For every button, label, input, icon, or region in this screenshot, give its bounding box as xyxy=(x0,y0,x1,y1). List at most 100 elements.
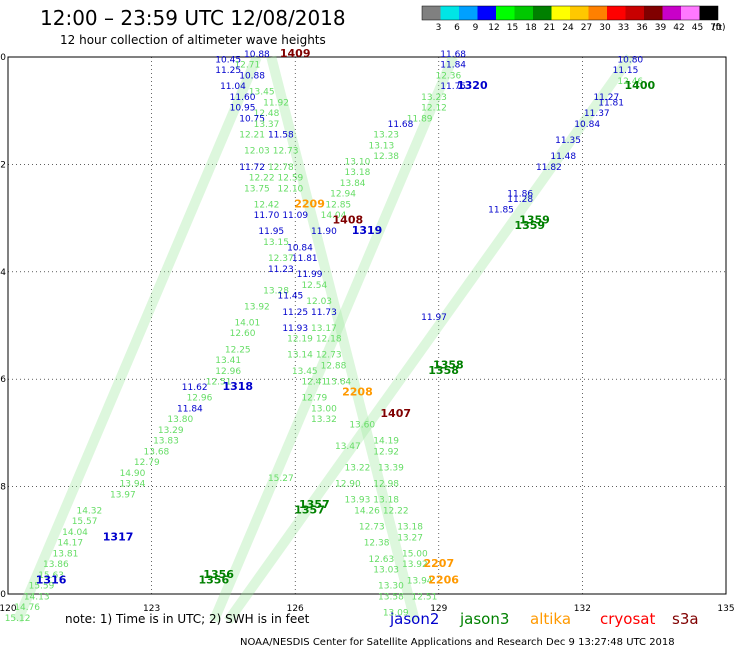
color-scale-label: 9 xyxy=(473,23,479,33)
swh-value: 15.63 xyxy=(38,571,64,581)
swh-value: 10.84 xyxy=(287,243,313,253)
time-label: 1319 xyxy=(352,224,383,237)
swh-value: 11.81 xyxy=(292,254,318,264)
swh-value: 11.81 xyxy=(598,98,624,108)
swh-value: 10.80 xyxy=(617,55,643,65)
swh-value: 13.39 xyxy=(378,463,404,473)
swh-value: 11.95 xyxy=(258,227,284,237)
y-tick-label: -42 xyxy=(0,160,6,170)
swh-value: 11.58 xyxy=(268,131,294,141)
swh-value: 11.60 xyxy=(230,93,256,103)
plot-frame xyxy=(7,56,727,595)
swh-value: 11.75 xyxy=(440,82,466,92)
credit-text: NOAA/NESDIS Center for Satellite Applica… xyxy=(240,637,675,648)
swh-value: 11.25 xyxy=(282,308,308,318)
color-swatch xyxy=(422,6,441,20)
legend-cryosat: cryosat xyxy=(600,610,655,628)
swh-value: 12.10 xyxy=(278,184,304,194)
swh-value: 13.92 xyxy=(402,560,428,570)
color-scale-label: 15 xyxy=(507,23,518,33)
swh-value: 11.25 xyxy=(215,66,241,76)
x-tick-labels: 120 123 126 129 132 135 xyxy=(0,604,735,614)
y-tick-label: -46 xyxy=(0,375,6,385)
swh-value: 13.03 xyxy=(373,566,399,576)
swh-value: 12.12 xyxy=(421,104,447,114)
swh-value: 12.63 xyxy=(368,555,394,565)
swh-value: 13.68 xyxy=(144,447,170,457)
x-tick-label: 135 xyxy=(717,604,734,614)
swh-value: 15.27 xyxy=(268,474,294,484)
swh-value: 13.94 xyxy=(407,576,433,586)
swh-value: 12.94 xyxy=(330,190,356,200)
color-swatch xyxy=(588,6,607,20)
y-tick-label: -40 xyxy=(0,53,6,63)
swh-value: 12.88 xyxy=(321,361,347,371)
swh-value: 15.00 xyxy=(402,549,428,559)
ground-track xyxy=(224,54,635,624)
color-swatch xyxy=(477,6,496,20)
swh-value: 12.73 xyxy=(273,147,299,157)
swh-value: 13.30 xyxy=(378,582,404,592)
swh-value: 14.90 xyxy=(120,469,146,479)
legend-altika: altika xyxy=(530,610,571,628)
swh-value: 11.72 xyxy=(239,163,265,173)
color-swatch xyxy=(699,6,718,20)
time-label: 1318 xyxy=(222,380,253,393)
swh-value: 12.03 xyxy=(244,147,270,157)
color-swatch xyxy=(533,6,552,20)
swh-value: 12.54 xyxy=(301,281,327,291)
swh-value: 12.38 xyxy=(373,152,399,162)
time-label: 2208 xyxy=(342,385,373,398)
color-scale-label: 45 xyxy=(692,23,703,33)
swh-value: 11.90 xyxy=(311,227,337,237)
swh-value: 12.25 xyxy=(225,345,251,355)
color-scale-label: 39 xyxy=(655,23,667,33)
swh-value: 13.13 xyxy=(368,141,394,151)
swh-value: 13.37 xyxy=(254,120,280,130)
color-scale-label: 42 xyxy=(673,23,684,33)
swh-value: 11.04 xyxy=(220,82,246,92)
y-tick-labels: -40 -42 -44 -46 -48 -50 xyxy=(0,53,6,600)
swh-value: 11.48 xyxy=(550,152,576,162)
color-scale-label: 30 xyxy=(599,23,611,33)
swh-value: 11.68 xyxy=(388,120,414,130)
swh-value: 11.62 xyxy=(182,383,208,393)
color-swatch xyxy=(514,6,533,20)
color-scale: 3 6 9 12 15 18 21 24 27 30 33 36 39 42 45 70 xyxy=(421,5,722,33)
swh-value: 13.28 xyxy=(263,286,289,296)
swh-value: 13.27 xyxy=(397,533,423,543)
swh-value: 12.60 xyxy=(230,329,256,339)
time-label: 1320 xyxy=(457,79,488,92)
swh-value: 12.59 xyxy=(278,174,304,184)
swh-value: 13.15 xyxy=(263,238,289,248)
swh-value: 15.12 xyxy=(5,614,31,624)
color-scale-label: 18 xyxy=(525,23,537,33)
time-label: 1357 xyxy=(294,503,325,516)
color-swatch xyxy=(551,6,570,20)
color-swatch xyxy=(681,6,700,20)
y-tick-label: -48 xyxy=(0,483,6,493)
ground-track xyxy=(12,55,262,623)
swh-value: 11.70 xyxy=(254,211,280,221)
legend-jason2: jason2 xyxy=(389,610,439,628)
time-label: 1359 xyxy=(519,213,550,226)
swh-value: 11.82 xyxy=(536,163,562,173)
swh-value: 11.86 xyxy=(507,190,533,200)
swh-value: 13.60 xyxy=(349,421,375,431)
swh-value: 14.13 xyxy=(24,592,50,602)
color-scale-label: 24 xyxy=(562,23,574,33)
swh-value: 11.45 xyxy=(278,292,304,302)
swh-value: 13.94 xyxy=(120,480,146,490)
swh-value: 13.22 xyxy=(345,463,371,473)
swh-value: 11.27 xyxy=(593,93,619,103)
color-swatch xyxy=(607,6,626,20)
time-label: 1356 xyxy=(199,573,230,586)
swh-value: 12.71 xyxy=(234,61,260,71)
swh-value: 12.73 xyxy=(316,351,342,361)
swh-value: 14.17 xyxy=(57,539,83,549)
satellite-legend: jason2 jason3 altika cryosat s3a xyxy=(389,610,699,628)
swh-value: 12.73 xyxy=(359,523,385,533)
color-scale-label: 70 xyxy=(710,23,722,33)
swh-value: 12.96 xyxy=(187,394,213,404)
swh-value: 12.51 xyxy=(206,378,232,388)
